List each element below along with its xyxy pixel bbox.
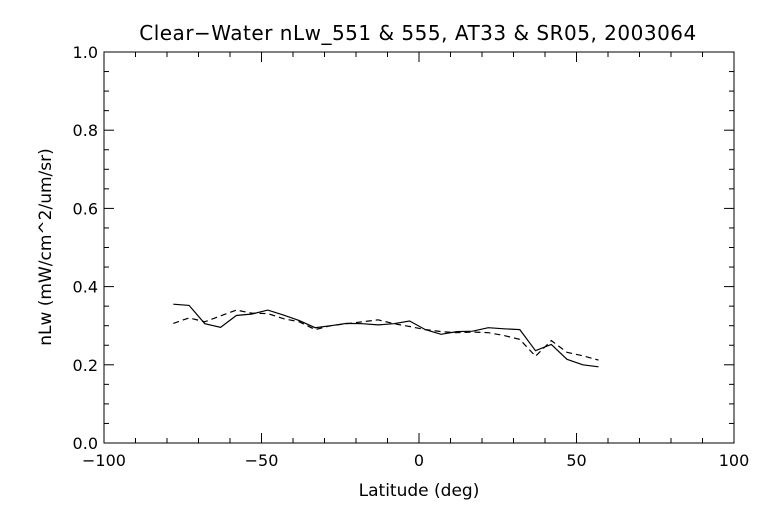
- y-axis-label: nLw (mW/cm^2/um/sr): [36, 148, 56, 346]
- chart-title: Clear−Water nLw_551 & 555, AT33 & SR05, …: [139, 21, 697, 45]
- y-tick-label: 0.0: [73, 434, 98, 453]
- series-layer: [173, 303, 599, 368]
- x-tick-label: 0: [414, 451, 424, 470]
- x-tick-label: −100: [82, 451, 126, 470]
- series-line-1: [173, 303, 599, 368]
- series-line-2: [173, 309, 599, 361]
- plot-frame: [103, 51, 735, 444]
- x-axis-label: Latitude (deg): [359, 481, 480, 501]
- x-tick-label: 50: [566, 451, 586, 470]
- axis-ticks: −100 −50 0 50 100 0.0 0.2 0.4 0.6 0.8 1.0: [73, 43, 750, 470]
- x-tick-label: −50: [245, 451, 279, 470]
- y-tick-label: 0.2: [73, 356, 98, 375]
- y-tick-label: 1.0: [73, 43, 98, 62]
- y-tick-label: 0.4: [73, 278, 98, 297]
- y-tick-label: 0.6: [73, 199, 98, 218]
- x-tick-label: 100: [719, 451, 750, 470]
- y-tick-label: 0.8: [73, 121, 98, 140]
